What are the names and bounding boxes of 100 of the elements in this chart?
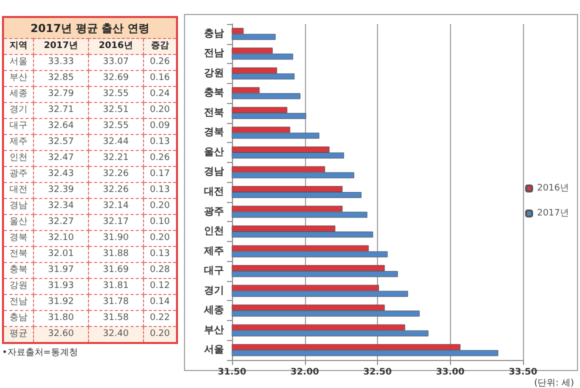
y-tick-label: 경기 (204, 285, 224, 296)
data-label: 32.44 (88, 134, 144, 150)
category-label: 울산 (3, 214, 34, 230)
y-tick-label: 전남 (204, 48, 224, 60)
y-tick-label: 전북 (204, 107, 224, 118)
data-label: 31.88 (88, 246, 144, 262)
y-tick-label: 세종 (203, 305, 224, 316)
data-label: 32.10 (34, 230, 88, 246)
data-label: 0.17 (143, 166, 177, 182)
data-label: 32.69 (88, 70, 144, 86)
data-label: 32.27 (34, 214, 88, 230)
data-label: 0.28 (143, 262, 177, 278)
data-label: 32.57 (34, 134, 88, 150)
category-label: 광주 (3, 166, 34, 182)
legend-label: 2017년 (34, 38, 88, 54)
data-label: 31.58 (88, 310, 144, 326)
data-label: 0.12 (143, 278, 177, 294)
data-label: 0.10 (143, 214, 177, 230)
y-tick-label: 인천 (204, 226, 224, 238)
data-label: 0.09 (143, 118, 177, 134)
data-label: 31.80 (34, 310, 88, 326)
category-label: 대전 (3, 182, 34, 198)
data-label: 31.93 (34, 278, 88, 294)
text: 증감 (143, 38, 177, 54)
text: (단위: 세) (534, 378, 574, 388)
data-label: 0.13 (143, 182, 177, 198)
y-tick-label: 대구 (204, 266, 224, 277)
category-label: 경기 (3, 102, 34, 118)
data-label: 32.34 (34, 198, 88, 214)
category-label: 평균 (3, 326, 34, 343)
data-label: 32.21 (88, 150, 144, 166)
data-label: 32.47 (34, 150, 88, 166)
data-label: 32.43 (34, 166, 88, 182)
legend-label: 2016년 (537, 184, 569, 194)
category-label: 제주 (3, 134, 34, 150)
data-label: 0.13 (143, 134, 177, 150)
data-label: 31.90 (88, 230, 144, 246)
data-label: 0.16 (143, 70, 177, 86)
legend-label: 2017년 (537, 208, 569, 218)
category-label: 전북 (3, 246, 34, 262)
data-label: 32.85 (34, 70, 88, 86)
category-label: 경북 (3, 230, 34, 246)
data-label: 0.24 (143, 86, 177, 102)
y-tick-label: 경북 (204, 127, 224, 138)
x-tick-label: 33.00 (436, 368, 464, 378)
category-label: 세종 (3, 86, 34, 102)
data-label: 32.64 (34, 118, 88, 134)
y-tick-label: 충남 (204, 28, 224, 40)
data-label: 0.26 (143, 150, 177, 166)
data-label: 31.97 (34, 262, 88, 278)
data-label: 33.07 (88, 54, 144, 70)
data-label: 32.55 (88, 118, 144, 134)
x-tick-label: 31.50 (218, 368, 246, 378)
y-tick-label: 서울 (204, 344, 224, 356)
data-label: 32.39 (34, 182, 88, 198)
data-label: 32.26 (88, 182, 144, 198)
y-tick-label: 강원 (204, 68, 224, 79)
data-label: 32.79 (34, 86, 88, 102)
category-label: 대구 (3, 118, 34, 134)
text: •자료출처=통계청 (2, 347, 79, 359)
data-label: 32.17 (88, 214, 144, 230)
text: 지역 (3, 38, 34, 54)
data-label: 0.20 (143, 326, 177, 343)
data-label: 32.51 (88, 102, 144, 118)
data-label: 32.40 (88, 326, 144, 343)
text: 2017년 평균 출산 연령 (3, 17, 177, 38)
data-label: 0.20 (143, 230, 177, 246)
data-label: 0.13 (143, 246, 177, 262)
category-label: 서울 (3, 54, 34, 70)
category-label: 충북 (3, 262, 34, 278)
y-tick-label: 충북 (204, 88, 224, 99)
data-label: 0.26 (143, 54, 177, 70)
x-tick-label: 33.50 (508, 368, 538, 378)
y-tick-label: 제주 (203, 246, 224, 257)
data-label: 32.55 (88, 86, 144, 102)
data-label: 31.78 (88, 294, 144, 310)
data-label: 31.92 (34, 294, 88, 310)
data-label: 31.81 (88, 278, 144, 294)
data-label: 32.01 (34, 246, 88, 262)
data-label: 0.20 (143, 198, 177, 214)
category-label: 부산 (3, 70, 34, 86)
category-label: 강원 (3, 278, 34, 294)
category-label: 전남 (3, 294, 34, 310)
category-label: 인천 (3, 150, 34, 166)
data-label: 0.14 (143, 294, 177, 310)
y-tick-label: 울산 (204, 146, 224, 158)
y-tick-label: 경남 (204, 166, 224, 178)
text: 2016년 (88, 38, 144, 54)
y-tick-label: 광주 (204, 206, 224, 218)
y-tick-label: 대전 (204, 186, 224, 198)
data-label: 32.14 (88, 198, 144, 214)
y-tick-label: 부산 (204, 324, 224, 336)
x-tick-label: 32.50 (363, 368, 392, 378)
data-label: 32.71 (34, 102, 88, 118)
data-label: 32.60 (34, 326, 88, 343)
data-label: 0.22 (143, 310, 177, 326)
data-label: 33.33 (34, 54, 88, 70)
data-label: 32.26 (88, 166, 144, 182)
data-label: 31.69 (88, 262, 144, 278)
category-label: 경남 (3, 198, 34, 214)
